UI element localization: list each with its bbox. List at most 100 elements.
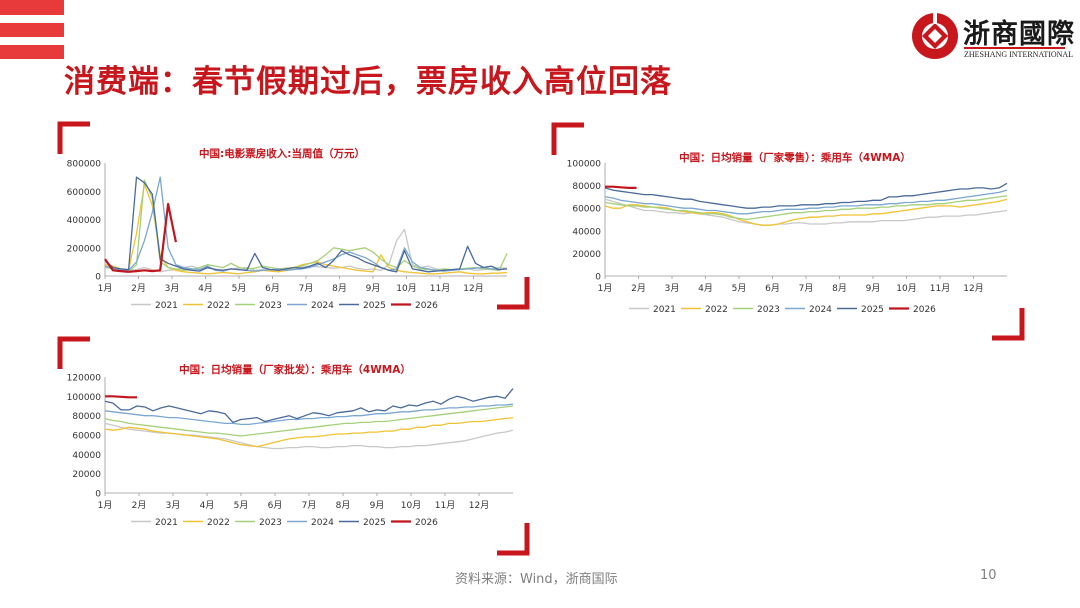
source-note: 资料来源：Wind，浙商国际 [455,572,618,587]
y-tick-label: 0 [95,490,101,500]
x-tick-label: 7月 [799,283,814,294]
legend-label-2021: 2021 [653,305,676,315]
x-tick-label: 1月 [98,283,113,294]
series-line-2022 [104,183,508,275]
y-tick-label: 80000 [572,182,601,192]
y-tick-label: 60000 [72,432,101,442]
x-tick-label: 3月 [665,283,680,294]
x-tick-label: 6月 [765,283,780,294]
legend-label-2025: 2025 [363,301,386,311]
page-title: 消费端：春节假期过后，票房收入高位回落 [64,64,672,100]
frame-corner-bottom-right [497,277,530,310]
x-tick-label: 9月 [370,500,385,511]
page-number: 10 [980,568,997,583]
logo-underline [964,47,1065,49]
chart-retail-sales: 中国：日均销量（厂家零售）：乘用车（4WMA） 0 20000 40000 60000 8… [551,122,1025,341]
y-tick-label: 40000 [72,451,101,461]
series-line-2023 [104,179,508,273]
y-tick-label: 800000 [67,160,102,170]
y-tick-label: 0 [95,273,101,283]
logo-name: 浙商國際 [963,19,1075,50]
series-line-2025 [104,388,514,424]
x-tick-label: 11月 [930,283,950,294]
series-line-2022 [104,416,514,448]
y-tick-label: 400000 [67,216,102,226]
x-tick-label: 11月 [430,283,450,294]
x-tick-label: 2月 [631,283,646,294]
x-tick-label: 10月 [401,500,421,511]
legend-label-2021: 2021 [155,301,178,311]
x-tick-label: 8月 [832,283,847,294]
y-tick-label: 60000 [572,205,601,215]
x-tick-label: 7月 [302,500,317,511]
series-line-2026 [105,395,137,399]
x-tick-label: 9月 [866,283,881,294]
series-line-2025 [104,176,508,273]
y-tick-label: 20000 [72,470,101,480]
frame-corner-top-left [57,121,90,154]
y-tick-label: 100000 [567,160,602,170]
x-tick-label: 3月 [166,500,181,511]
legend-label-2026: 2026 [913,305,936,315]
series-line-2025 [604,182,1008,209]
x-tick-label: 7月 [299,283,314,294]
y-tick-label: 40000 [572,227,601,237]
y-tick-label: 200000 [67,244,102,254]
legend-label-2026: 2026 [415,518,438,528]
x-tick-label: 5月 [232,283,247,294]
header-stripe-2 [0,23,64,37]
legend-label-2025: 2025 [861,305,884,315]
legend-label-2023: 2023 [259,518,282,528]
company-logo: 浙商國際 ZHESHANG INTERNATIONAL [911,10,1074,62]
logo-emblem-icon [912,12,958,59]
legend-label-2024: 2024 [809,305,832,315]
series-line-2024 [604,189,1008,215]
chart-title: 中国:电影票房收入:当周值（万元） [199,147,365,160]
x-tick-label: 12月 [469,500,489,511]
frame-corner-top-left [551,122,584,155]
x-tick-label: 1月 [98,500,113,511]
legend-label-2022: 2022 [705,305,728,315]
x-tick-label: 1月 [598,283,613,294]
x-tick-label: 6月 [265,283,280,294]
y-tick-label: 100000 [67,393,102,403]
chart-title: 中国：日均销量（厂家零售）：乘用车（4WMA） [679,151,911,164]
y-tick-label: 20000 [572,250,601,260]
legend-label-2022: 2022 [207,301,230,311]
legend-label-2024: 2024 [311,301,334,311]
legend-label-2024: 2024 [311,518,334,528]
header-stripe-3 [0,45,64,59]
legend-label-2022: 2022 [207,518,230,528]
x-tick-label: 6月 [268,500,283,511]
x-tick-label: 3月 [165,283,180,294]
x-tick-label: 8月 [336,500,351,511]
x-tick-label: 9月 [366,283,381,294]
x-tick-label: 12月 [463,283,483,294]
header-stripe-1 [0,0,64,15]
y-tick-label: 120000 [67,374,102,384]
x-tick-label: 12月 [963,283,983,294]
x-tick-label: 4月 [200,500,215,511]
x-tick-label: 4月 [198,283,213,294]
series-line-2021 [604,198,1008,226]
x-tick-label: 2月 [131,283,146,294]
y-tick-label: 0 [595,273,601,283]
series-line-2024 [104,403,514,426]
series-line-2026 [104,202,177,273]
x-tick-label: 5月 [732,283,747,294]
chart-title: 中国：日均销量（厂家批发）：乘用车（4WMA） [179,363,411,376]
legend-label-2021: 2021 [155,518,178,528]
frame-corner-top-left [57,336,90,369]
legend-label-2026: 2026 [415,301,438,311]
chart-wholesale-sales: 中国：日均销量（厂家批发）：乘用车（4WMA） 0 20000 40000 60000 8… [57,336,530,556]
x-tick-label: 8月 [332,283,347,294]
x-tick-label: 5月 [234,500,249,511]
y-tick-label: 600000 [67,188,102,198]
frame-corner-bottom-right [992,308,1025,341]
x-tick-label: 10月 [896,283,916,294]
legend-label-2023: 2023 [259,301,282,311]
x-tick-label: 11月 [435,500,455,511]
x-tick-label: 10月 [396,283,416,294]
series-line-2023 [104,405,514,437]
x-tick-label: 2月 [132,500,147,511]
